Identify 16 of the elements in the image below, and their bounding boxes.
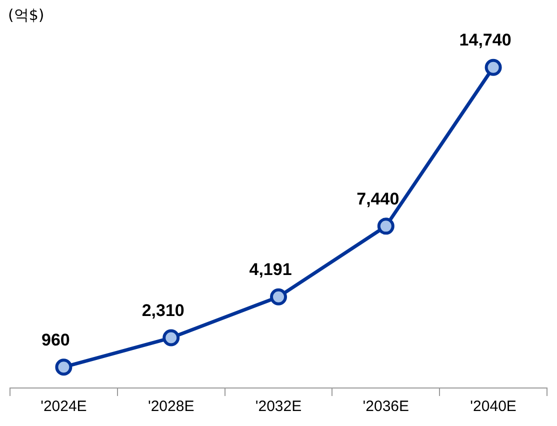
point <box>55 358 72 376</box>
x-tick-label: '2032E <box>255 398 302 416</box>
x-tick-label: '2036E <box>362 398 410 416</box>
point <box>270 288 287 306</box>
x-tick-label: '2024E <box>40 398 87 416</box>
data-label: 960 <box>42 330 70 350</box>
data-label: 14,740 <box>459 30 512 50</box>
point <box>377 218 394 235</box>
point <box>484 58 502 76</box>
point <box>162 329 180 346</box>
data-label: 4,191 <box>249 260 292 280</box>
data-label: 2,310 <box>142 300 184 320</box>
x-tick-label: '2028E <box>148 398 194 416</box>
x-tick-label: '2040E <box>470 398 516 416</box>
y-axis-title: (억$) <box>8 6 44 25</box>
data-label: 7,440 <box>356 189 400 208</box>
